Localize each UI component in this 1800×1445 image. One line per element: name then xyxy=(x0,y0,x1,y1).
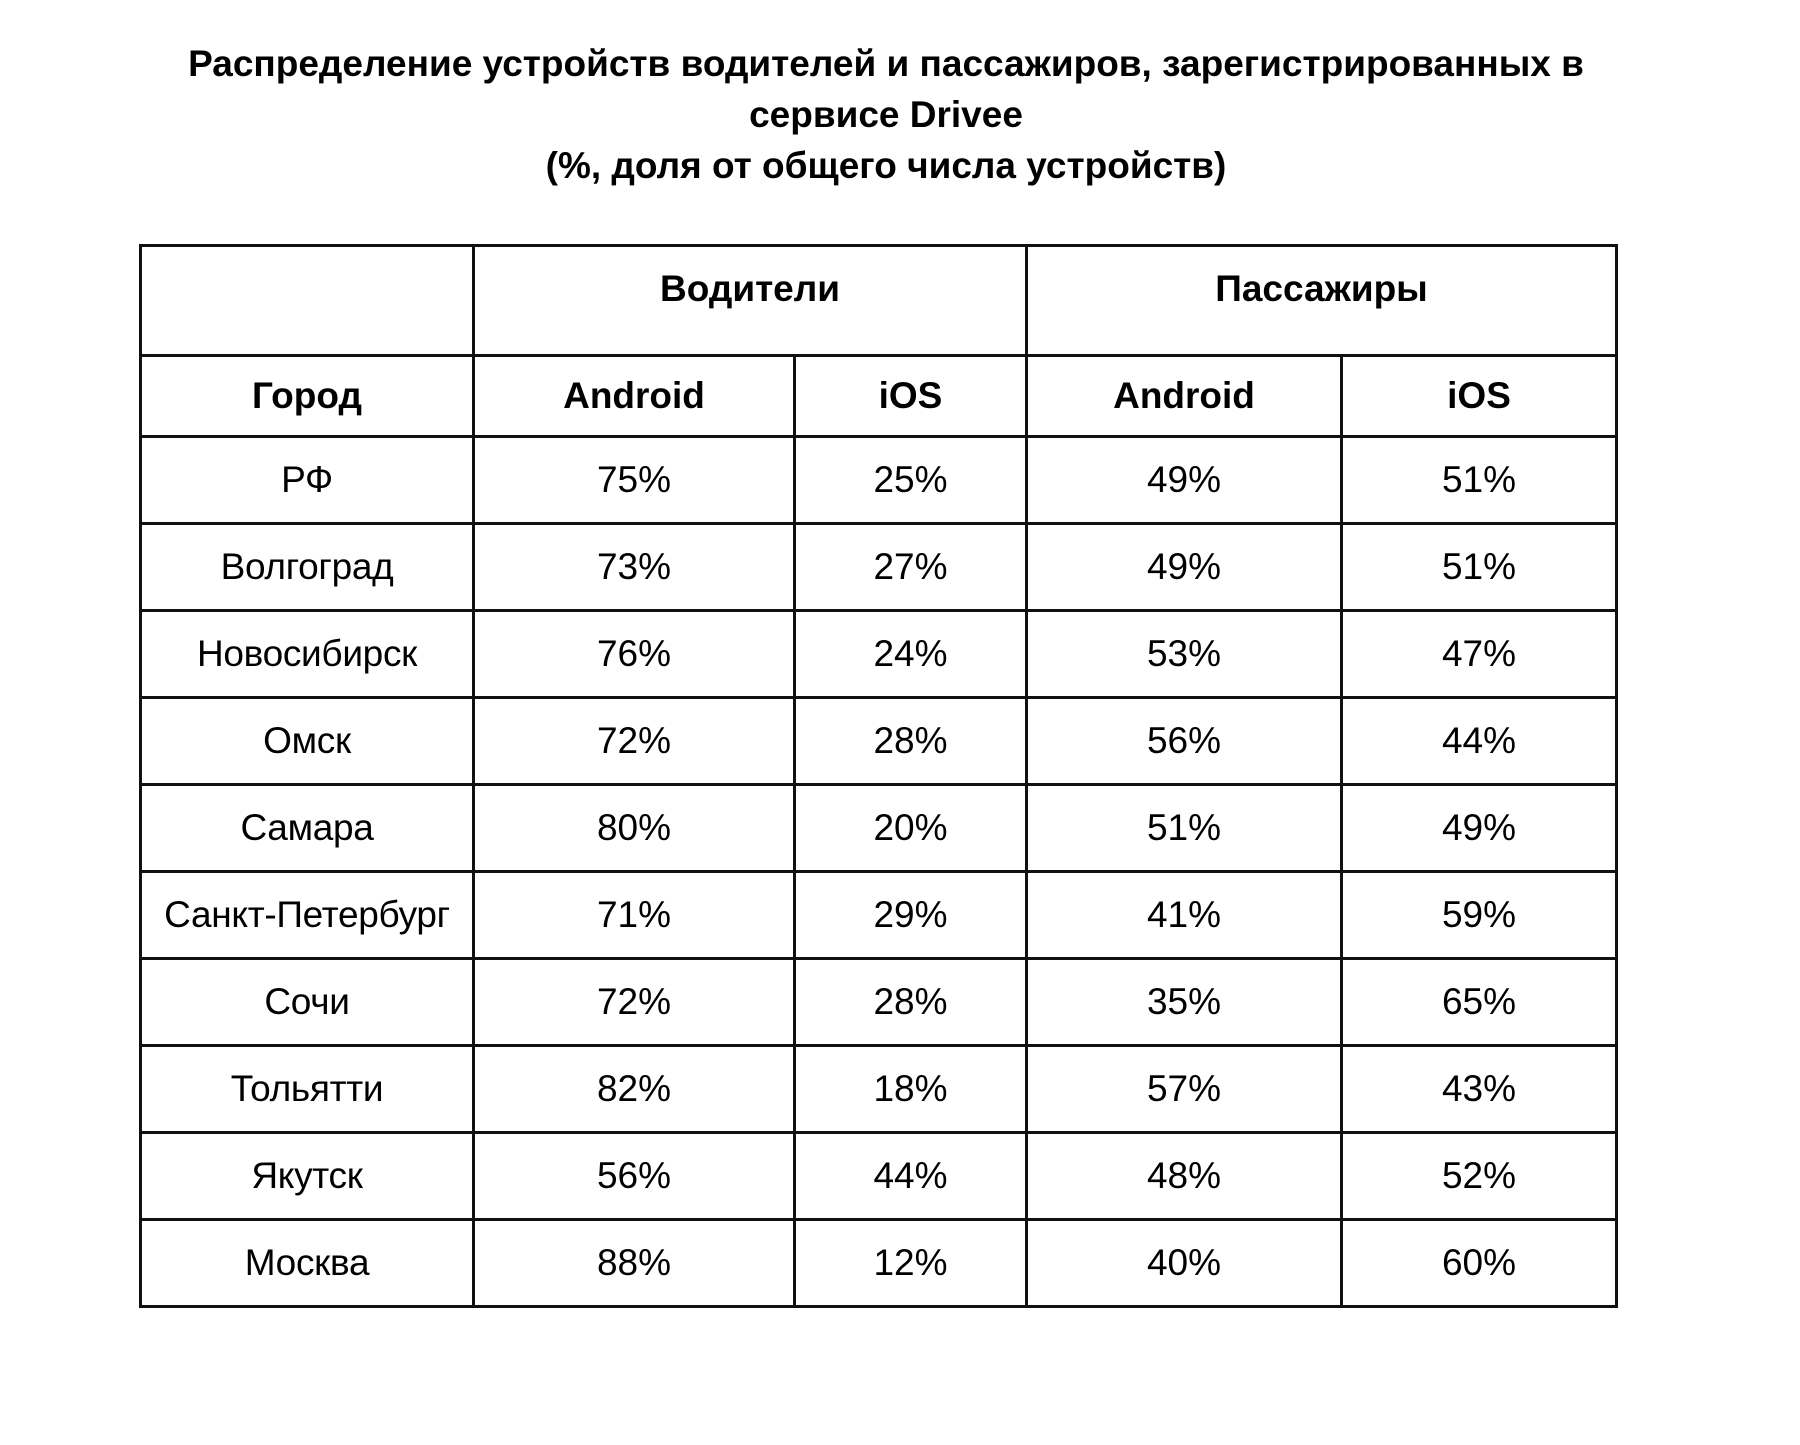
passengers-android-cell: 41% xyxy=(1025,870,1344,960)
city-cell: Новосибирск xyxy=(139,609,475,699)
table-row: Новосибирск 76% 24% 53% 47% xyxy=(139,609,1619,699)
drivers-group-header: Водители xyxy=(471,244,1029,357)
city-cell: Омск xyxy=(139,696,475,786)
passengers-android-cell: 48% xyxy=(1025,1131,1344,1221)
drivers-ios-cell: 28% xyxy=(792,957,1029,1047)
device-distribution-table: Водители Пассажиры Город Android iOS And… xyxy=(139,244,1619,1308)
passengers-ios-cell: 65% xyxy=(1340,957,1619,1047)
drivers-ios-cell: 44% xyxy=(792,1131,1029,1221)
passengers-android-cell: 49% xyxy=(1025,435,1344,525)
passengers-ios-cell: 51% xyxy=(1340,435,1619,525)
passengers-android-cell: 57% xyxy=(1025,1044,1344,1134)
drivers-ios-cell: 12% xyxy=(792,1218,1029,1308)
passengers-android-cell: 40% xyxy=(1025,1218,1344,1308)
empty-corner-cell xyxy=(139,244,475,357)
drivers-ios-cell: 18% xyxy=(792,1044,1029,1134)
passengers-ios-cell: 60% xyxy=(1340,1218,1619,1308)
page-title: Распределение устройств водителей и пасс… xyxy=(0,38,1772,191)
drivers-ios-cell: 27% xyxy=(792,522,1029,612)
drivers-ios-header: iOS xyxy=(792,354,1029,438)
table-row: Омск 72% 28% 56% 44% xyxy=(139,696,1619,786)
city-cell: Якутск xyxy=(139,1131,475,1221)
table-row: РФ 75% 25% 49% 51% xyxy=(139,435,1619,525)
title-line-1: Распределение устройств водителей и пасс… xyxy=(188,43,1584,84)
group-header-row: Водители Пассажиры xyxy=(139,244,1619,357)
drivers-android-cell: 56% xyxy=(472,1131,796,1221)
table-row: Сочи 72% 28% 35% 65% xyxy=(139,957,1619,1047)
drivers-ios-cell: 28% xyxy=(792,696,1029,786)
drivers-android-cell: 73% xyxy=(472,522,796,612)
drivers-android-cell: 75% xyxy=(472,435,796,525)
passengers-ios-cell: 59% xyxy=(1340,870,1619,960)
table-row: Санкт-Петербург 71% 29% 41% 59% xyxy=(139,870,1619,960)
table-row: Самара 80% 20% 51% 49% xyxy=(139,783,1619,873)
passengers-android-cell: 56% xyxy=(1025,696,1344,786)
city-cell: Волгоград xyxy=(139,522,475,612)
title-line-2: сервисе Drivee xyxy=(749,94,1023,135)
table-row: Тольятти 82% 18% 57% 43% xyxy=(139,1044,1619,1134)
drivers-android-cell: 71% xyxy=(472,870,796,960)
drivers-android-cell: 80% xyxy=(472,783,796,873)
city-cell: Москва xyxy=(139,1218,475,1308)
passengers-android-cell: 51% xyxy=(1025,783,1344,873)
passengers-group-header: Пассажиры xyxy=(1025,244,1619,357)
drivers-android-cell: 72% xyxy=(472,957,796,1047)
passengers-android-cell: 53% xyxy=(1025,609,1344,699)
table-row: Москва 88% 12% 40% 60% xyxy=(139,1218,1619,1308)
title-line-3: (%, доля от общего числа устройств) xyxy=(545,145,1227,186)
passengers-android-cell: 49% xyxy=(1025,522,1344,612)
city-column-header: Город xyxy=(139,354,475,438)
table-row: Якутск 56% 44% 48% 52% xyxy=(139,1131,1619,1221)
city-cell: РФ xyxy=(139,435,475,525)
drivers-android-cell: 76% xyxy=(472,609,796,699)
drivers-android-header: Android xyxy=(472,354,796,438)
drivers-ios-cell: 20% xyxy=(792,783,1029,873)
passengers-ios-cell: 44% xyxy=(1340,696,1619,786)
drivers-android-cell: 72% xyxy=(472,696,796,786)
passengers-ios-cell: 52% xyxy=(1340,1131,1619,1221)
sub-header-row: Город Android iOS Android iOS xyxy=(139,354,1619,438)
drivers-ios-cell: 29% xyxy=(792,870,1029,960)
drivers-android-cell: 82% xyxy=(472,1044,796,1134)
passengers-ios-cell: 51% xyxy=(1340,522,1619,612)
passengers-group-label: Пассажиры xyxy=(1215,267,1428,309)
table-row: Волгоград 73% 27% 49% 51% xyxy=(139,522,1619,612)
city-cell: Санкт-Петербург xyxy=(139,870,475,960)
city-cell: Сочи xyxy=(139,957,475,1047)
passengers-ios-cell: 47% xyxy=(1340,609,1619,699)
city-cell: Тольятти xyxy=(139,1044,475,1134)
drivers-group-label: Водители xyxy=(660,267,841,309)
passengers-android-header: Android xyxy=(1025,354,1344,438)
passengers-ios-cell: 43% xyxy=(1340,1044,1619,1134)
drivers-ios-cell: 24% xyxy=(792,609,1029,699)
passengers-android-cell: 35% xyxy=(1025,957,1344,1047)
drivers-ios-cell: 25% xyxy=(792,435,1029,525)
drivers-android-cell: 88% xyxy=(472,1218,796,1308)
city-cell: Самара xyxy=(139,783,475,873)
passengers-ios-cell: 49% xyxy=(1340,783,1619,873)
passengers-ios-header: iOS xyxy=(1340,354,1619,438)
